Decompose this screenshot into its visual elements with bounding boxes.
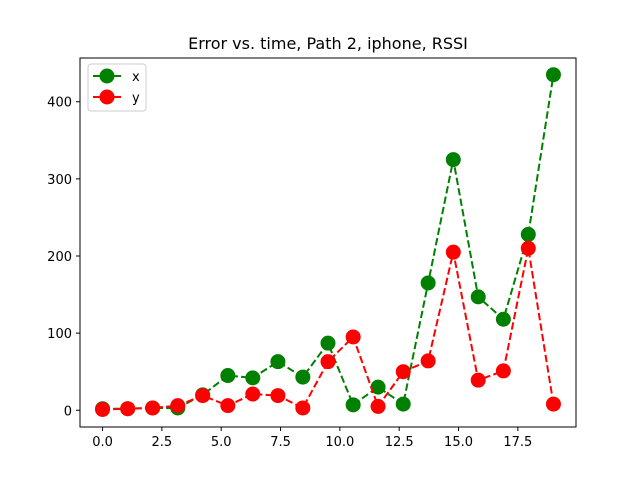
chart-title: Error vs. time, Path 2, iphone, RSSI	[188, 34, 468, 53]
x-tick-label: 2.5	[152, 435, 173, 450]
data-point-y-8	[295, 400, 311, 416]
data-point-x-8	[295, 369, 311, 385]
data-point-x-17	[520, 226, 536, 242]
data-point-y-4	[195, 388, 211, 404]
legend-marker-y	[99, 89, 115, 105]
data-point-x-10	[345, 397, 361, 413]
y-tick-label: 0	[64, 404, 72, 419]
y-tick-label: 400	[47, 96, 72, 111]
data-point-x-18	[545, 67, 561, 83]
x-tick-label: 7.5	[270, 435, 291, 450]
plot-frame	[79, 57, 577, 428]
data-point-y-0	[95, 401, 111, 417]
data-point-x-9	[320, 335, 336, 351]
legend-label-y: y	[132, 91, 140, 106]
data-point-x-7	[270, 354, 286, 370]
data-point-x-15	[470, 289, 486, 305]
data-point-x-5	[220, 368, 236, 384]
data-point-y-18	[545, 396, 561, 412]
legend-marker-x	[99, 68, 115, 84]
data-point-y-7	[270, 388, 286, 404]
data-point-x-12	[395, 396, 411, 412]
x-tick-label: 5.0	[211, 435, 232, 450]
legend: xy	[87, 63, 147, 112]
data-point-x-13	[420, 275, 436, 291]
y-tick-label: 100	[47, 327, 72, 342]
data-point-y-16	[495, 363, 511, 379]
data-point-y-17	[520, 240, 536, 256]
data-point-y-9	[320, 354, 336, 370]
x-tick-label: 15.0	[444, 435, 473, 450]
series-line-y	[102, 248, 555, 411]
data-point-x-6	[245, 370, 261, 386]
data-point-y-10	[345, 329, 361, 345]
y-tick-label: 300	[47, 173, 72, 188]
data-point-y-15	[470, 372, 486, 388]
data-point-x-14	[445, 152, 461, 168]
data-point-y-5	[220, 398, 236, 414]
data-point-x-16	[495, 311, 511, 327]
data-point-y-12	[395, 364, 411, 380]
legend-item-y: y	[93, 89, 140, 106]
x-tick-label: 12.5	[385, 435, 414, 450]
x-tick-label: 10.0	[325, 435, 354, 450]
data-point-y-3	[170, 398, 186, 414]
x-tick-label: 17.5	[503, 435, 532, 450]
data-point-y-6	[245, 386, 261, 402]
y-tick-label: 200	[47, 250, 72, 265]
data-point-y-2	[145, 400, 161, 416]
legend-item-x: x	[93, 68, 140, 85]
data-point-y-1	[120, 401, 136, 417]
x-tick-label: 0.0	[92, 435, 113, 450]
data-point-y-11	[370, 398, 386, 414]
data-point-y-13	[420, 353, 436, 369]
series-y	[95, 240, 561, 417]
legend-label-x: x	[132, 70, 140, 85]
data-point-y-14	[445, 244, 461, 260]
